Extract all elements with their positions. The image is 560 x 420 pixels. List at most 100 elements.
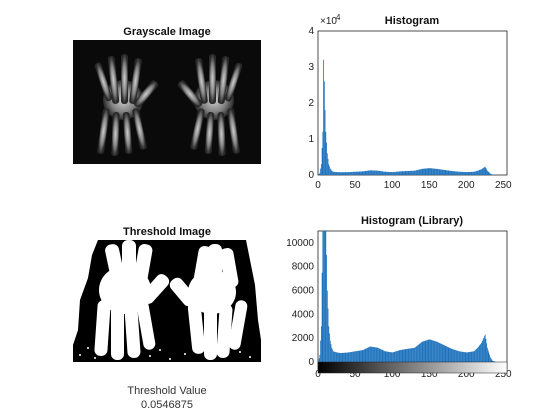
histogram-bar: [440, 169, 442, 175]
histogram-bar: [436, 168, 438, 175]
histogram-bar: [430, 339, 432, 362]
histogram-bar: [481, 341, 483, 362]
histogram-bar: [428, 339, 430, 362]
histogram-bar: [332, 349, 333, 362]
histogram-bar: [446, 170, 448, 175]
histogram-bar: [393, 171, 395, 175]
histogram-bar: [435, 341, 437, 362]
histogram-bar: [363, 349, 365, 362]
histogram-bar: [447, 170, 449, 175]
histogram-bar: [398, 171, 400, 175]
histogram-bar: [486, 343, 488, 362]
histogram-bar: [476, 170, 478, 175]
histogram-bar: [381, 171, 383, 175]
histogram-bar: [366, 347, 368, 362]
histogram-bar: [485, 168, 487, 175]
histogram-bar: [336, 172, 338, 175]
histogram-bar: [364, 349, 366, 362]
histogram-bar: [429, 339, 431, 362]
histogram-bar: [386, 171, 387, 175]
x-tick-label: 0: [315, 369, 321, 380]
histogram-bar: [459, 171, 461, 175]
histogram-bar: [429, 168, 430, 175]
y-tick-label: 0: [308, 170, 314, 181]
histogram-bar: [329, 333, 330, 362]
histogram-bar: [395, 351, 397, 362]
histogram-bar: [374, 347, 376, 362]
histogram-bar: [395, 351, 396, 362]
histogram-bar: [419, 169, 421, 175]
histogram-bar: [370, 346, 372, 362]
histogram-bar: [449, 170, 450, 175]
histogram-bar: [453, 171, 455, 175]
histogram-bar: [460, 351, 462, 362]
histogram-bar: [439, 343, 441, 362]
histogram-bar: [323, 231, 324, 362]
histogram-bar: [357, 350, 359, 362]
histogram-bar: [472, 171, 474, 175]
library-histogram-chart: Histogram (Library) 0 50 100 150 200 250 0 2000…: [286, 215, 512, 380]
histogram-bar: [481, 169, 482, 175]
histogram-bar: [441, 169, 443, 175]
histogram-bar: [484, 334, 486, 362]
histogram-bar: [329, 340, 331, 362]
histogram-bar: [481, 168, 483, 175]
histogram-bar: [403, 171, 405, 175]
histogram-bar: [428, 168, 430, 175]
histogram-bar: [363, 171, 365, 175]
histogram-bar: [352, 351, 353, 362]
histogram-bar: [461, 171, 462, 175]
histogram-bar: [349, 352, 350, 362]
histogram-bar: [480, 343, 482, 362]
histogram-bar: [355, 171, 356, 175]
histogram-bar: [354, 351, 356, 362]
histogram-bar: [381, 349, 382, 362]
histogram-bar: [357, 171, 359, 175]
histogram-bar: [326, 142, 327, 175]
histogram-bar: [463, 171, 465, 175]
histogram-bar: [466, 352, 468, 362]
threshold-image: [73, 240, 261, 362]
histogram-bar: [472, 171, 473, 175]
histogram-bar: [456, 350, 458, 362]
histogram-bar: [348, 352, 350, 362]
histogram-bar: [382, 171, 384, 175]
histogram-bar: [332, 171, 333, 175]
histogram-ticks: 0 50 100 150 200 250 0 1 2 3 4: [308, 26, 512, 191]
histogram-bar: [415, 170, 416, 175]
histogram-bar: [361, 171, 363, 175]
histogram-bar: [386, 351, 387, 362]
histogram-bar: [373, 347, 375, 362]
histogram-bar: [434, 168, 436, 175]
histogram-bar: [479, 344, 481, 362]
histogram-bar: [475, 349, 477, 362]
histogram-bar: [364, 171, 366, 175]
histogram-bar: [320, 340, 322, 362]
histogram-bar: [340, 353, 342, 362]
histogram-bar: [389, 172, 391, 175]
histogram-axes-box: [317, 30, 508, 176]
histogram-bar: [435, 168, 437, 175]
histogram-bar: [408, 170, 410, 175]
histogram-bar: [388, 171, 390, 175]
histogram-bar: [395, 171, 396, 175]
histogram-bar: [343, 172, 344, 175]
histogram-bar: [329, 166, 330, 175]
histogram-bar: [360, 350, 362, 362]
histogram-bar: [477, 347, 479, 362]
histogram-bar: [347, 352, 349, 362]
y-tick-label: 2: [308, 98, 314, 109]
histogram-bar: [448, 170, 450, 175]
histogram-bar: [326, 254, 327, 362]
histogram-bar: [334, 171, 336, 175]
y-tick-label: 0: [308, 357, 314, 368]
x-tick-label: 50: [349, 369, 361, 380]
histogram-bar: [385, 171, 387, 175]
histogram-bar: [442, 344, 444, 362]
y-tick-label: 8000: [292, 262, 315, 273]
histogram-bar: [478, 170, 479, 175]
histogram-bar: [397, 350, 399, 362]
histogram-bar: [424, 340, 426, 362]
histogram-bar: [459, 351, 461, 362]
histogram-bar: [455, 350, 457, 362]
